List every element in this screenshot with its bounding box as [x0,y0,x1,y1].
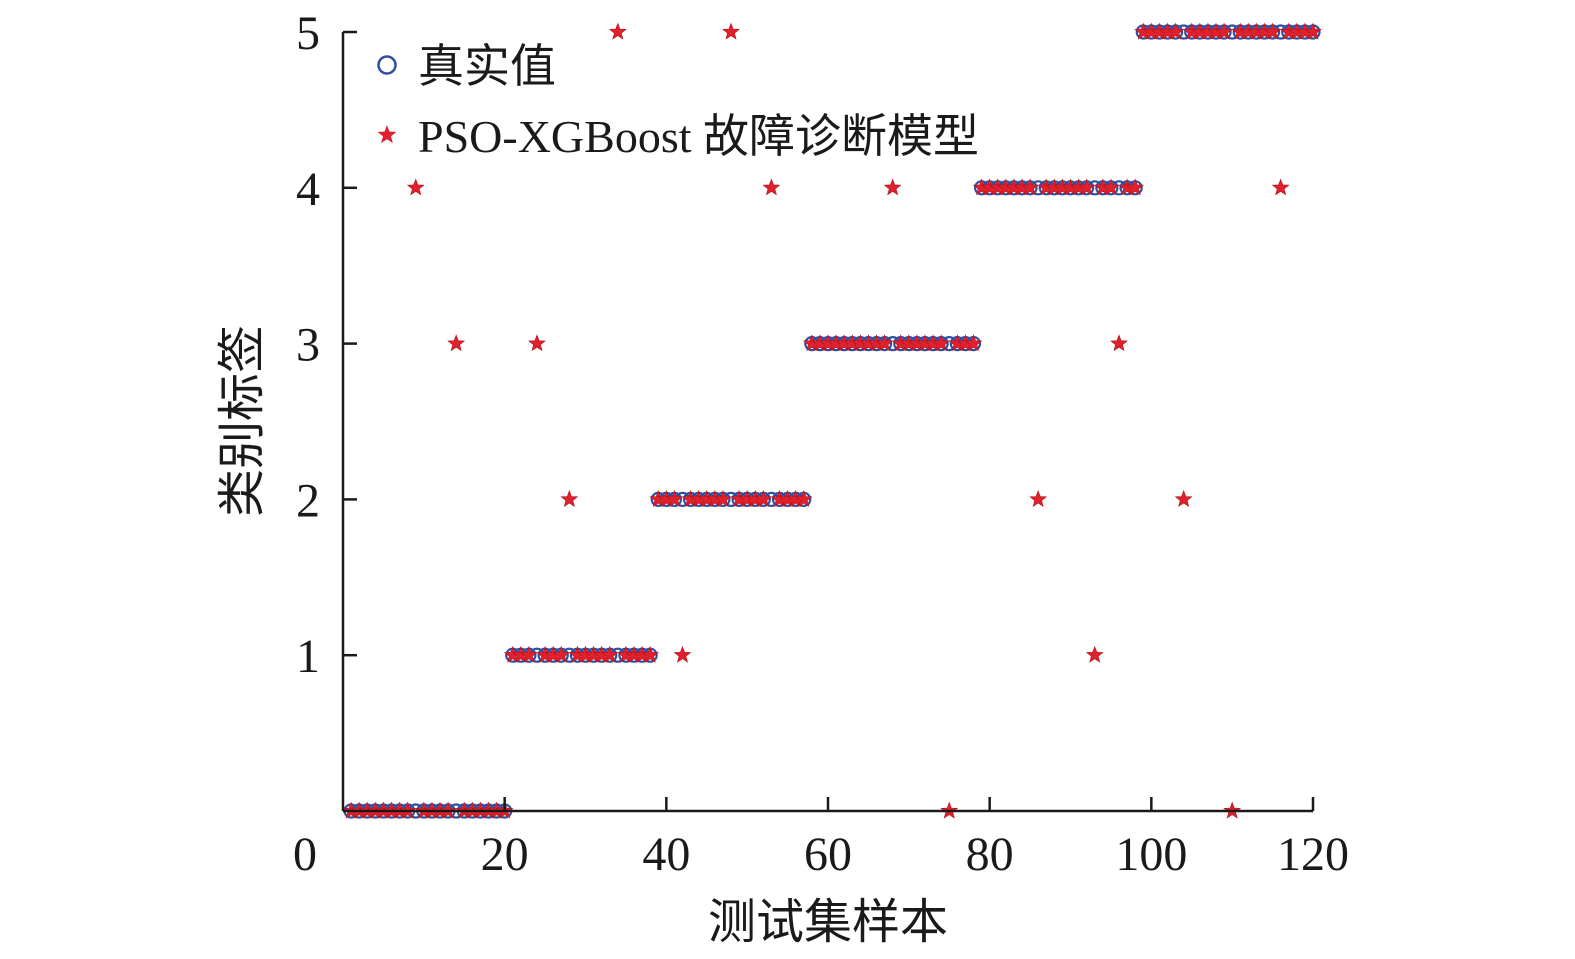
prediction-point [600,645,619,663]
prediction-point [932,334,951,352]
y-tick-label: 1 [296,630,320,683]
legend-label-true-value: 真实值 [418,41,556,92]
legend: 真实值 PSO-XGBoost 故障诊断模型 [377,41,979,162]
prediction-point [1102,178,1120,196]
x-tick-label: 60 [804,828,852,881]
y-axis-title: 类别标签 [214,325,270,517]
x-tick-label: 100 [1115,828,1187,881]
prediction-point [520,645,538,663]
prediction-point [1304,22,1322,40]
prediction-point [1263,22,1282,40]
prediction-point [406,178,425,196]
x-axis-title: 测试集样本 [708,894,948,950]
x-tick-label: 20 [481,828,529,881]
legend-label-prediction: PSO-XGBoost 故障诊断模型 [418,111,979,162]
prediction-point [673,645,692,663]
prediction-point [1271,178,1290,196]
prediction-point [560,490,579,507]
prediction-point [722,22,740,40]
y-ticks: 1 2 3 4 5 [296,7,357,683]
y-tick-label: 4 [296,163,320,216]
prediction-point [1166,22,1185,40]
prediction-point [1029,490,1048,507]
prediction-point [1110,334,1128,352]
prediction-point [1021,178,1039,196]
y-tick-label: 5 [296,7,320,60]
prediction-point [1174,490,1193,507]
prediction-point [1126,178,1145,196]
x-ticks: 0 20 40 60 80 100 120 [293,797,1349,881]
prediction-point [552,645,571,663]
prediction-point [762,178,781,196]
y-tick-label: 3 [296,319,320,372]
prediction-point [1215,22,1233,40]
prediction-point [1077,178,1096,196]
x-tick-label: 80 [966,828,1014,881]
prediction-point [714,490,732,507]
y-tick-label: 2 [296,474,320,527]
legend-circle-marker [377,55,397,75]
prediction-point [875,334,894,352]
prediction-point [528,334,546,352]
x-tick-label: 120 [1277,828,1349,881]
prediction-point [608,22,627,40]
x-tick-label: 0 [293,828,317,881]
prediction-point [665,490,684,507]
prediction-point [883,178,902,196]
legend-star-marker [377,125,397,144]
prediction-point [447,334,466,352]
x-tick-label: 40 [642,828,690,881]
prediction-point [1085,645,1104,663]
prediction-point [641,645,660,663]
prediction-point [794,490,813,507]
prediction-point [754,490,773,507]
prediction-point [964,334,983,352]
